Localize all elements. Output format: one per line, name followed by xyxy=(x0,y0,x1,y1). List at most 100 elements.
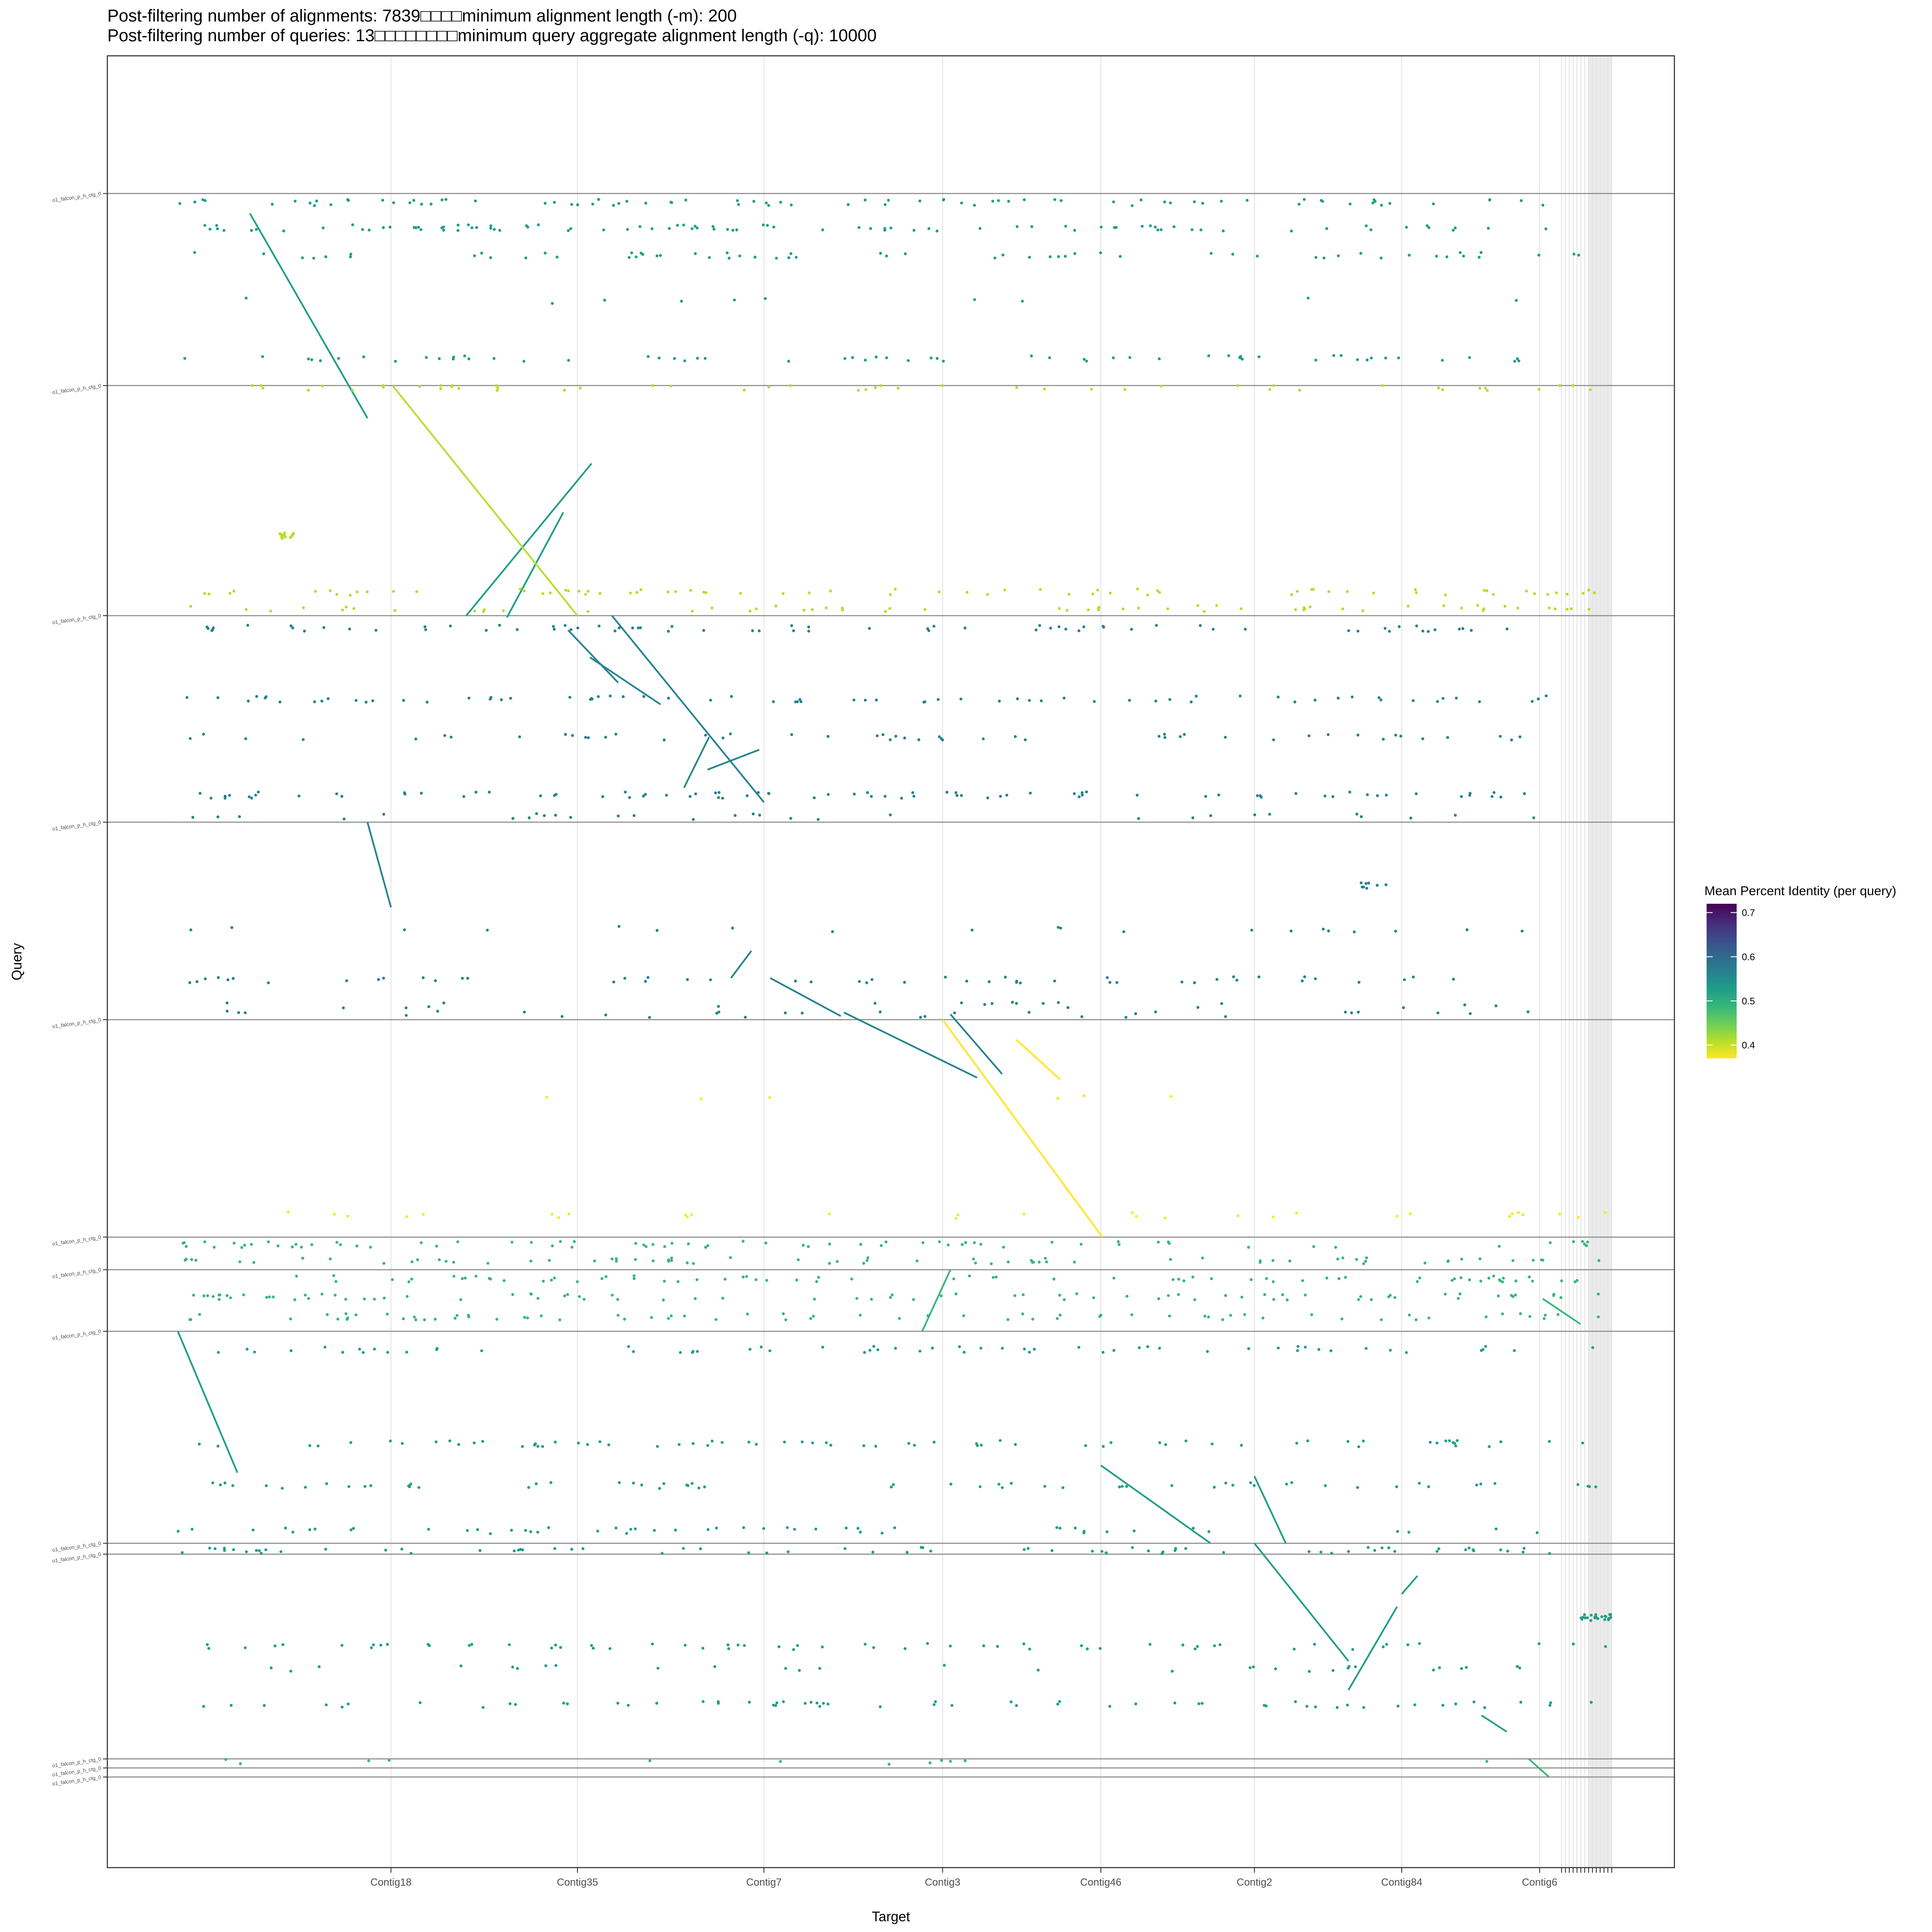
alignment-point xyxy=(933,1440,936,1444)
alignment-point xyxy=(289,536,292,539)
alignment-point xyxy=(1414,1318,1418,1321)
alignment-point xyxy=(711,1440,714,1443)
alignment-point xyxy=(563,389,566,392)
alignment-point xyxy=(922,701,926,704)
alignment-point xyxy=(276,1244,279,1248)
alignment-point xyxy=(796,1644,799,1647)
alignment-point xyxy=(1461,627,1464,630)
alignment-point xyxy=(1240,1295,1243,1299)
alignment-point xyxy=(1511,1259,1515,1262)
alignment-point xyxy=(955,794,959,797)
alignment-point xyxy=(1192,1527,1195,1530)
alignment-point xyxy=(1177,1278,1180,1281)
alignment-point xyxy=(195,980,199,983)
alignment-point xyxy=(1356,1486,1359,1489)
alignment-point xyxy=(798,698,802,701)
alignment-point xyxy=(1357,1011,1360,1014)
alignment-point xyxy=(1366,358,1369,361)
alignment-point xyxy=(876,1348,880,1352)
alignment-point xyxy=(637,626,640,629)
alignment-point xyxy=(714,791,717,795)
alignment-point xyxy=(736,199,739,202)
alignment-point xyxy=(692,818,695,821)
alignment-point xyxy=(965,979,969,983)
alignment-point xyxy=(597,695,600,698)
alignment-point xyxy=(1482,589,1486,592)
alignment-diagonal xyxy=(177,1331,238,1473)
plot-border xyxy=(106,55,1675,1868)
alignment-point xyxy=(755,607,758,611)
alignment-point xyxy=(727,256,731,260)
alignment-point xyxy=(686,978,689,981)
alignment-point xyxy=(255,1549,258,1552)
alignment-point xyxy=(442,1001,446,1005)
alignment-point xyxy=(413,1315,416,1319)
alignment-point xyxy=(554,1643,557,1647)
alignment-point xyxy=(739,592,742,595)
alignment-point xyxy=(1272,1215,1275,1218)
alignment-point xyxy=(1408,1313,1411,1317)
alignment-point xyxy=(1576,1483,1580,1486)
alignment-point xyxy=(704,1245,707,1249)
alignment-point xyxy=(1544,227,1547,231)
alignment-point xyxy=(564,733,567,736)
alignment-point xyxy=(238,1260,241,1264)
alignment-point xyxy=(1384,883,1388,887)
alignment-point xyxy=(1331,795,1335,798)
alignment-point xyxy=(1102,1445,1105,1448)
alignment-point xyxy=(185,696,188,699)
alignment-point xyxy=(1290,593,1293,596)
alignment-point xyxy=(626,228,629,231)
alignment-point xyxy=(1485,1760,1488,1763)
alignment-point xyxy=(1039,699,1043,702)
alignment-point xyxy=(1053,198,1057,201)
alignment-point xyxy=(1327,929,1330,933)
alignment-point xyxy=(1154,1010,1157,1014)
alignment-point xyxy=(1503,605,1507,608)
alignment-point xyxy=(863,198,867,202)
alignment-point xyxy=(879,252,882,255)
alignment-diagonal xyxy=(942,1019,1103,1238)
alignment-point xyxy=(222,229,226,232)
alignment-point xyxy=(692,1262,695,1265)
alignment-point xyxy=(303,629,306,633)
alignment-point xyxy=(1387,1295,1390,1298)
alignment-point xyxy=(462,795,465,798)
alignment-point xyxy=(358,1347,361,1351)
alignment-point xyxy=(1421,629,1425,633)
alignment-point xyxy=(903,1647,907,1650)
alignment-point xyxy=(650,1316,653,1319)
alignment-point xyxy=(278,700,282,704)
alignment-point xyxy=(784,1667,787,1670)
alignment-point xyxy=(1247,1347,1250,1350)
alignment-point xyxy=(488,1277,491,1280)
alignment-point xyxy=(1160,228,1163,231)
alignment-point xyxy=(259,1552,263,1555)
alignment-point xyxy=(544,202,547,205)
alignment-point xyxy=(690,227,694,231)
alignment-point xyxy=(1314,358,1318,362)
alignment-point xyxy=(489,256,492,259)
alignment-point xyxy=(602,228,605,231)
alignment-point xyxy=(923,1015,927,1018)
alignment-point xyxy=(250,796,253,800)
alignment-point xyxy=(1078,795,1081,799)
alignment-point xyxy=(204,199,207,202)
alignment-point xyxy=(717,1700,720,1704)
alignment-point xyxy=(1268,813,1271,816)
alignment-point xyxy=(784,1318,787,1321)
alignment-point xyxy=(1106,1530,1109,1534)
alignment-point xyxy=(859,1243,863,1246)
alignment-point xyxy=(881,1531,884,1535)
alignment-point xyxy=(683,1643,687,1647)
alignment-point xyxy=(1241,358,1244,361)
alignment-point xyxy=(1211,1442,1214,1446)
alignment-point xyxy=(1540,1258,1543,1261)
alignment-point xyxy=(1221,229,1225,233)
alignment-point xyxy=(1396,1530,1399,1533)
alignment-point xyxy=(598,624,601,628)
alignment-point xyxy=(1300,979,1304,983)
alignment-point xyxy=(900,796,903,800)
alignment-point xyxy=(508,1702,512,1705)
alignment-point xyxy=(564,589,567,592)
